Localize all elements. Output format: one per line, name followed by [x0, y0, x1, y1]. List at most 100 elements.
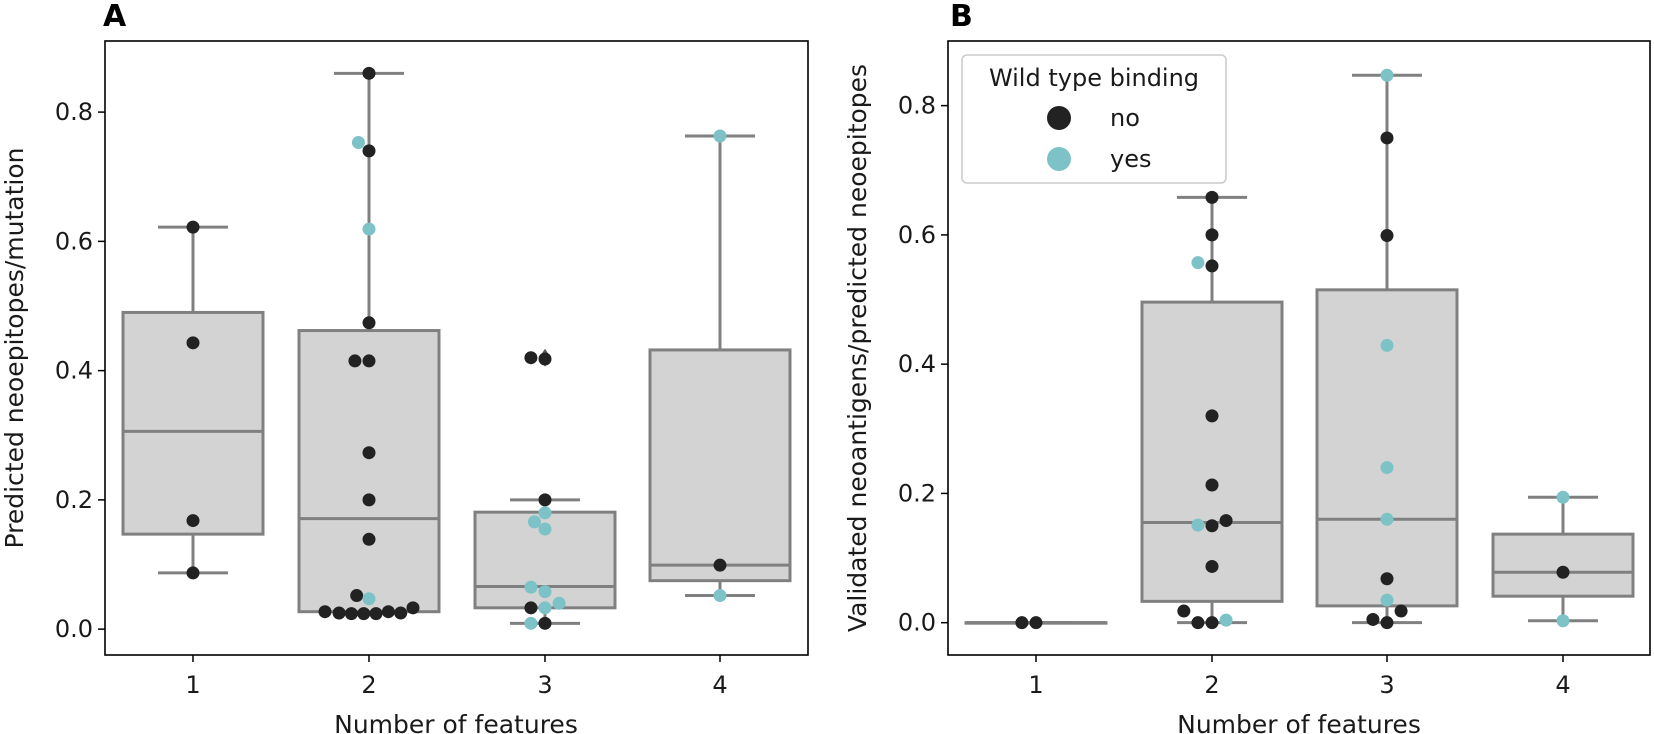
panel-b-data-point [1015, 616, 1029, 630]
panel-a-data-point [524, 580, 538, 594]
panel-b-y-tick-label: 0.4 [898, 350, 936, 378]
panel-b-data-point [1205, 259, 1219, 273]
legend-no-marker [1047, 106, 1071, 130]
panel-a-data-point [186, 336, 200, 350]
legend-yes-marker [1047, 147, 1071, 171]
panel-a-data-point [527, 515, 541, 529]
panel-a-data-point [538, 352, 552, 366]
box-iqr [121, 310, 265, 536]
panel-b-data-point [1205, 519, 1219, 533]
panel-a-data-point [362, 493, 376, 507]
panel-b-box-4 [1491, 495, 1635, 623]
panel-b-data-point [1380, 229, 1394, 243]
panel-b-data-point [1191, 616, 1205, 630]
panel-b-letter: B [950, 0, 973, 34]
panel-b-y-tick-label: 0.2 [898, 479, 936, 507]
legend-title: Wild type binding [989, 64, 1199, 92]
panel-a-data-point [713, 558, 727, 572]
panel-b-data-point [1191, 518, 1205, 532]
panel-a-y-tick-label: 0.8 [55, 98, 93, 126]
panel-a-data-point [538, 585, 552, 599]
panel-a-data-point [369, 607, 383, 621]
panel-a-data-point [357, 607, 371, 621]
panel-a-data-point [318, 605, 332, 619]
panel-a-box-2 [297, 71, 441, 614]
panel-a-y-axis-label: Predicted neoepitopes/mutation [0, 147, 29, 548]
panel-b-data-point [1380, 616, 1394, 630]
panel-b-data-point [1380, 461, 1394, 475]
panel-a-frame [104, 40, 809, 656]
panel-b-data-point [1556, 565, 1570, 579]
panel-b-y-tick-label: 0.8 [898, 92, 936, 120]
panel-a-data-point [381, 605, 395, 619]
panel-a-data-point [332, 606, 346, 620]
box-iqr [648, 348, 792, 583]
panel-a-y-tick-label: 0.4 [55, 357, 93, 385]
panel-a-data-point [538, 493, 552, 507]
panel-b-y-tick-label: 0.6 [898, 221, 936, 249]
panel-a-y-tick-label: 0.0 [55, 615, 93, 643]
panel-a-data-point [362, 532, 376, 546]
panel-a-x-tick-label: 1 [185, 671, 200, 699]
panel-b-data-point [1219, 613, 1233, 627]
panel-a-data-point [406, 601, 420, 615]
panel-a-data-point [362, 222, 376, 236]
panel-b-data-point [1380, 572, 1394, 586]
panel-b-data-point [1366, 612, 1380, 626]
panel-b-data-point [1205, 409, 1219, 423]
panel-b-data-point [1380, 68, 1394, 82]
panel-b-x-tick-label: 1 [1028, 671, 1043, 699]
panel-a-x-tick-label: 4 [712, 671, 727, 699]
panel-b-y-tick-label: 0.0 [898, 609, 936, 637]
panel-b-data-point [1205, 478, 1219, 492]
panel-a-data-point [713, 589, 727, 603]
panel-a-data-point [362, 592, 376, 606]
panel-a-data-point [362, 354, 376, 368]
panel-b-data-point [1205, 190, 1219, 204]
panel-b-data-point [1177, 604, 1191, 618]
panel-a-data-point [538, 616, 552, 630]
panel-a-y-tick-label: 0.6 [55, 227, 93, 255]
panel-a-data-point [186, 514, 200, 528]
panel-b-x-tick-label: 3 [1379, 671, 1394, 699]
panel-a-y-tick-label: 0.2 [55, 486, 93, 514]
panel-b-x-tick-label: 2 [1204, 671, 1219, 699]
panel-a-data-point [362, 144, 376, 158]
box-iqr [297, 329, 441, 614]
panel-a-data-point [394, 606, 408, 620]
panel-a-data-point [362, 66, 376, 80]
panel-a-data-point [538, 506, 552, 520]
panel-a-data-point [538, 601, 552, 615]
box-iqr [1491, 532, 1635, 598]
panel-a-data-point [186, 566, 200, 580]
panel-a-data-point [348, 354, 362, 368]
panel-b-x-tick-label: 4 [1555, 671, 1570, 699]
panel-b-data-point [1556, 614, 1570, 628]
panel-b-x-axis-label: Number of features [1177, 710, 1421, 734]
panel-b-data-point [1380, 593, 1394, 607]
panel-b-data-point [1394, 604, 1408, 618]
panel-b-data-point [1380, 338, 1394, 352]
panel-a-data-point [186, 220, 200, 234]
panel-a-data-point [713, 129, 727, 143]
legend-no-label: no [1110, 104, 1140, 132]
legend-box [961, 54, 1227, 184]
panel-a-data-point [524, 601, 538, 615]
panel-a-x-tick-label: 3 [537, 671, 552, 699]
panel-a-data-point [524, 351, 538, 365]
panel-b-data-point [1191, 256, 1205, 270]
panel-a-box-1 [121, 225, 265, 575]
panel-a-box-3 [473, 348, 617, 625]
panel-b-data-point [1029, 616, 1043, 630]
box-iqr [1140, 300, 1284, 603]
panel-b-data-point [1380, 131, 1394, 145]
panel-a-x-tick-label: 2 [361, 671, 376, 699]
panel-b-frame [947, 40, 1651, 656]
panel-b-box-2 [1140, 195, 1284, 625]
panel-a-data-point [524, 616, 538, 630]
panel-a-data-point [351, 135, 365, 149]
panel-a-letter: A [103, 0, 127, 34]
panel-b-data-point [1205, 559, 1219, 573]
panel-b-data-point [1205, 616, 1219, 630]
